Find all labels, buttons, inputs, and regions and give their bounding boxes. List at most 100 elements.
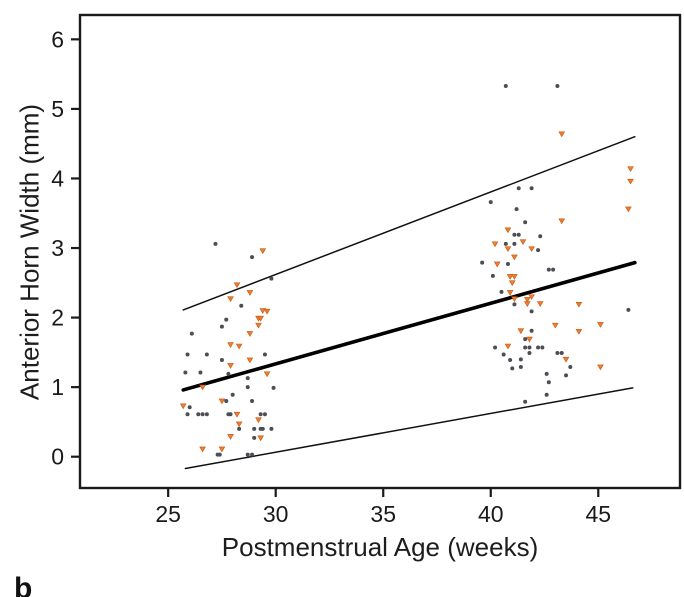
- data-point-orange-triangles: [257, 315, 264, 322]
- lower-prediction-line: [184, 387, 634, 470]
- data-point-orange-triangles: [246, 290, 254, 296]
- y-tick-label: 4: [51, 165, 64, 191]
- data-point-gray-dots: [226, 371, 231, 376]
- data-point-gray-dots: [555, 83, 560, 88]
- data-point-orange-triangles: [233, 282, 241, 289]
- x-tick-label: 30: [263, 501, 289, 527]
- data-point-gray-dots: [200, 412, 205, 417]
- data-point-gray-dots: [501, 352, 506, 357]
- data-point-orange-triangles: [259, 248, 267, 255]
- data-point-gray-dots: [250, 399, 255, 404]
- y-tick-label: 6: [51, 26, 64, 52]
- data-point-gray-dots: [258, 412, 263, 417]
- data-point-orange-triangles: [233, 411, 241, 418]
- data-point-orange-triangles: [257, 435, 264, 442]
- data-point-gray-dots: [219, 324, 224, 329]
- data-point-gray-dots: [523, 345, 528, 350]
- panel-label: b: [14, 572, 33, 597]
- data-point-orange-triangles: [575, 301, 583, 308]
- data-point-orange-triangles: [511, 254, 518, 261]
- data-point-orange-triangles: [493, 261, 501, 268]
- data-point-gray-dots: [493, 345, 498, 350]
- data-point-gray-dots: [546, 380, 551, 385]
- data-point-gray-dots: [529, 186, 534, 191]
- data-point-gray-dots: [546, 267, 551, 272]
- data-point-gray-dots: [512, 241, 517, 246]
- data-point-orange-triangles: [511, 296, 518, 303]
- data-point-orange-triangles: [491, 241, 499, 248]
- data-point-orange-triangles: [506, 290, 514, 296]
- data-point-orange-triangles: [517, 328, 525, 335]
- data-point-gray-dots: [508, 358, 513, 363]
- data-point-gray-dots: [512, 302, 517, 307]
- data-point-gray-dots: [527, 345, 532, 350]
- data-point-orange-triangles: [255, 322, 262, 329]
- data-point-orange-triangles: [235, 421, 243, 428]
- data-point-gray-dots: [198, 370, 203, 375]
- data-point-gray-dots: [551, 267, 556, 272]
- data-point-orange-triangles: [246, 331, 254, 337]
- data-point-gray-dots: [540, 345, 545, 350]
- data-point-gray-dots: [262, 412, 267, 417]
- data-point-gray-dots: [529, 309, 534, 314]
- data-point-gray-dots: [516, 186, 521, 191]
- y-axis-title: Anterior Horn Width (mm): [14, 103, 45, 401]
- y-tick-label: 2: [51, 305, 64, 331]
- data-point-gray-dots: [217, 452, 222, 457]
- data-point-orange-triangles: [511, 274, 518, 280]
- data-point-orange-triangles: [504, 227, 512, 234]
- x-tick-label: 25: [155, 501, 181, 527]
- x-tick-label: 35: [370, 501, 396, 527]
- data-point-gray-dots: [196, 412, 201, 417]
- regression-line: [181, 260, 637, 392]
- data-point-orange-triangles: [523, 297, 531, 303]
- data-point-orange-triangles: [536, 301, 544, 307]
- data-point-orange-triangles: [627, 166, 634, 173]
- data-point-gray-dots: [189, 331, 194, 336]
- data-point-orange-triangles: [218, 446, 226, 453]
- data-point-gray-dots: [499, 289, 504, 294]
- data-point-gray-dots: [224, 399, 229, 404]
- data-point-gray-dots: [185, 412, 190, 417]
- data-point-gray-dots: [503, 241, 508, 246]
- data-point-gray-dots: [213, 241, 218, 246]
- data-point-gray-dots: [518, 364, 523, 369]
- data-point-gray-dots: [514, 207, 519, 212]
- data-point-gray-dots: [523, 337, 528, 342]
- data-point-gray-dots: [252, 435, 257, 440]
- data-point-gray-dots: [269, 426, 274, 431]
- data-point-gray-dots: [564, 373, 569, 378]
- data-point-gray-dots: [480, 260, 485, 265]
- data-point-gray-dots: [523, 220, 528, 225]
- data-point-orange-triangles: [523, 301, 531, 307]
- data-point-gray-dots: [544, 392, 549, 397]
- data-point-gray-dots: [538, 234, 543, 239]
- data-point-orange-triangles: [597, 322, 604, 328]
- data-point-gray-dots: [536, 345, 541, 350]
- data-point-gray-dots: [269, 276, 274, 281]
- data-point-gray-dots: [271, 385, 276, 390]
- data-point-orange-triangles: [575, 329, 583, 335]
- data-point-orange-triangles: [218, 398, 226, 405]
- data-point-gray-dots: [245, 376, 250, 381]
- plot-border: [78, 13, 682, 490]
- data-point-gray-dots: [219, 358, 224, 363]
- data-point-orange-triangles: [227, 363, 234, 369]
- data-point-gray-dots: [518, 357, 523, 362]
- data-point-gray-dots: [512, 232, 517, 237]
- upper-prediction-line: [182, 135, 636, 311]
- data-point-orange-triangles: [519, 239, 527, 246]
- data-point-orange-triangles: [508, 280, 516, 287]
- data-point-gray-dots: [237, 426, 242, 431]
- data-point-gray-dots: [250, 452, 255, 457]
- data-point-gray-dots: [230, 392, 235, 397]
- data-point-gray-dots: [626, 307, 631, 312]
- data-point-orange-triangles: [227, 296, 234, 303]
- data-point-gray-dots: [183, 370, 188, 375]
- data-point-gray-dots: [228, 412, 233, 417]
- x-axis-title: Postmenstrual Age (weeks): [221, 532, 539, 562]
- data-point-gray-dots: [250, 255, 255, 260]
- data-point-orange-triangles: [227, 342, 234, 349]
